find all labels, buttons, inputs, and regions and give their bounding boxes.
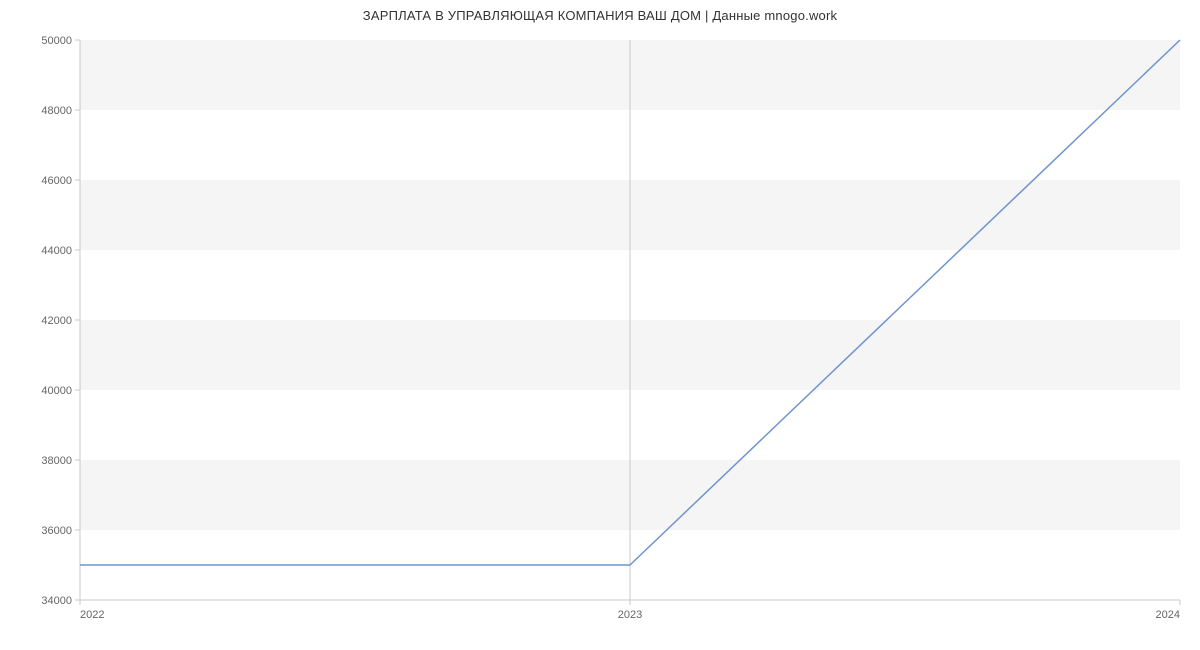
- y-tick-label: 48000: [41, 105, 72, 117]
- y-tick-label: 38000: [41, 455, 72, 467]
- chart-title: ЗАРПЛАТА В УПРАВЛЯЮЩАЯ КОМПАНИЯ ВАШ ДОМ …: [0, 8, 1200, 23]
- y-tick-label: 36000: [41, 525, 72, 537]
- y-tick-label: 44000: [41, 245, 72, 257]
- x-tick-label: 2022: [80, 609, 104, 621]
- y-tick-label: 42000: [41, 315, 72, 327]
- salary-chart: ЗАРПЛАТА В УПРАВЛЯЮЩАЯ КОМПАНИЯ ВАШ ДОМ …: [0, 0, 1200, 650]
- x-tick-label: 2024: [1156, 609, 1180, 621]
- y-tick-label: 46000: [41, 175, 72, 187]
- y-tick-label: 34000: [41, 595, 72, 607]
- y-tick-label: 50000: [41, 35, 72, 47]
- y-tick-label: 40000: [41, 385, 72, 397]
- x-tick-label: 2023: [618, 609, 642, 621]
- chart-plot-area: 34000 36000 38000 40000 42000 44000 46000 48000…: [0, 0, 1200, 650]
